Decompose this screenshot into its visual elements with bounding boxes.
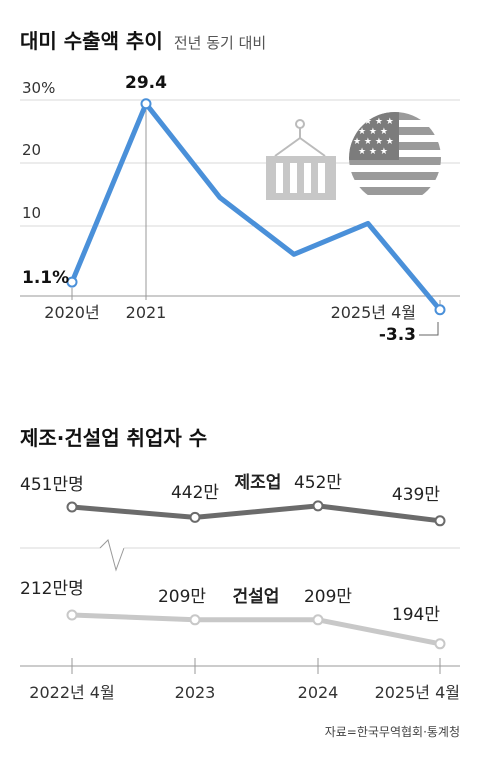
chart2-series0-point-0 [66,501,78,513]
chart1-label-leader [419,322,439,336]
svg-text:★ ★ ★: ★ ★ ★ [358,127,388,137]
chart2-con-label-1: 209만 [158,587,206,607]
chart2-xlabel-0: 2022년 4월 [29,683,114,702]
chart2-series1-point-0 [66,609,78,621]
chart1-points [66,98,446,316]
chart1-label-2025: -3.3 [379,325,416,345]
chart2-series-construction-line [71,612,441,647]
chart1-xlabel-2021: 2021 [126,303,167,322]
chart1-ytick-10: 10 [22,204,41,222]
chart2-series0-point-1 [189,511,201,523]
chart2-mfg-label-2: 452만 [294,473,342,493]
chart2-mfg-label-3: 439만 [392,485,440,505]
chart2-mfg-label-1: 442만 [171,483,219,503]
chart1-title-main: 대미 수출액 추이 [20,29,163,53]
chart1-label-2020: 1.1% [22,268,69,288]
svg-text:★ ★ ★ ★: ★ ★ ★ ★ [353,117,394,127]
chart2-series-name-manufacturing: 제조업 [235,473,282,493]
chart2-series0-point-3 [434,515,446,527]
chart1-point-0 [66,276,78,288]
chart2-con-label-0: 212만명 [20,579,84,599]
chart2-xlabel-2: 2024 [298,683,339,702]
svg-text:★ ★ ★: ★ ★ ★ [358,147,388,157]
source-note: 자료=한국무역협회·통계청 [325,725,460,739]
chart2-series-name-construction: 건설업 [233,587,280,607]
chart2-series1-point-2 [312,614,324,626]
chart1-label-2021: 29.4 [125,73,167,93]
chart2-series1-point-1 [189,614,201,626]
chart1-ytick-30: 30% [22,79,55,97]
chart2-title: 제조·건설업 취업자 수 [20,426,207,450]
chart1-series-line [69,101,443,313]
shipping-container-icon [266,119,336,200]
chart2-xlabel-3: 2025년 4월 [375,683,460,702]
us-flag-icon: ★ ★ ★ ★ ★ ★ ★ ★ ★ ★ ★ ★ ★ ★ [349,112,441,204]
chart1-title: 대미 수출액 추이 전년 동기 대비 [20,29,266,53]
chart2-con-label-3: 194만 [392,605,440,625]
chart1-subtitle: 전년 동기 대비 [174,34,266,52]
chart2-series1-point-3 [434,638,446,650]
chart1-point-1 [140,98,152,110]
chart2-axis-break [99,539,125,572]
chart1-point-5 [434,304,446,316]
chart1-xlabel-2025: 2025년 4월 [331,303,416,322]
chart2-mfg-label-0: 451만명 [20,475,84,495]
chart2-con-label-2: 209만 [304,587,352,607]
svg-text:★ ★ ★ ★: ★ ★ ★ ★ [353,137,394,147]
chart2-xlabel-1: 2023 [175,683,216,702]
chart2-series-manufacturing-line [71,503,441,524]
chart2-series0-point-2 [312,500,324,512]
chart2-points [66,500,446,650]
chart1-ytick-20: 20 [22,141,41,159]
chart1-xlabel-2020: 2020년 [44,303,99,322]
